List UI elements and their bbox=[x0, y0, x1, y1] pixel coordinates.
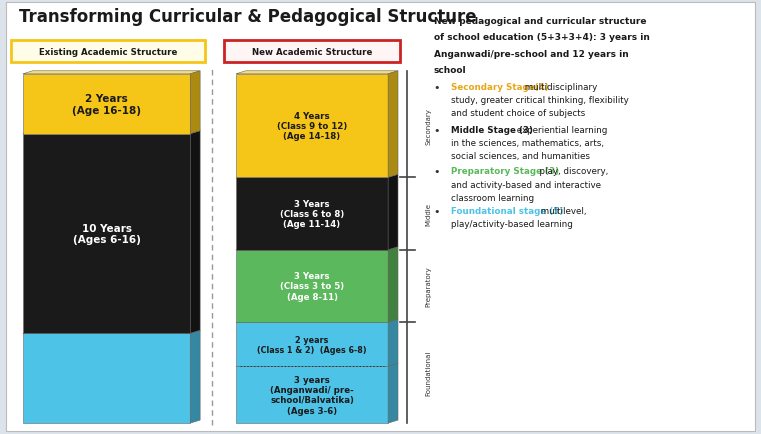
FancyBboxPatch shape bbox=[224, 41, 400, 63]
Polygon shape bbox=[23, 75, 190, 135]
Text: of school education (5+3+3+4): 3 years in: of school education (5+3+3+4): 3 years i… bbox=[434, 33, 650, 42]
Polygon shape bbox=[23, 331, 200, 334]
Text: Middle Stage (3): Middle Stage (3) bbox=[451, 126, 533, 135]
Text: Transforming Curricular & Pedagogical Structure: Transforming Curricular & Pedagogical St… bbox=[19, 8, 476, 26]
FancyBboxPatch shape bbox=[11, 41, 205, 63]
Text: school: school bbox=[434, 66, 466, 75]
Polygon shape bbox=[190, 331, 200, 423]
Text: multilevel,: multilevel, bbox=[537, 206, 586, 215]
Text: •: • bbox=[434, 82, 441, 92]
Polygon shape bbox=[236, 178, 388, 250]
Text: multidisciplinary: multidisciplinary bbox=[522, 82, 597, 92]
Polygon shape bbox=[236, 366, 388, 423]
Polygon shape bbox=[236, 322, 388, 366]
Text: 4 Years
(Class 9 to 12)
(Age 14-18): 4 Years (Class 9 to 12) (Age 14-18) bbox=[277, 112, 347, 141]
Polygon shape bbox=[190, 132, 200, 334]
Polygon shape bbox=[236, 175, 398, 178]
Text: Middle: Middle bbox=[425, 203, 431, 226]
Text: study, greater critical thinking, flexibility: study, greater critical thinking, flexib… bbox=[451, 95, 629, 105]
Text: 3 years
(Anganwadi/ pre-
school/Balvatika)
(Ages 3-6): 3 years (Anganwadi/ pre- school/Balvatik… bbox=[270, 375, 354, 415]
FancyBboxPatch shape bbox=[6, 3, 755, 431]
Polygon shape bbox=[388, 175, 398, 250]
Text: 3 Years
(Class 6 to 8)
(Age 11-14): 3 Years (Class 6 to 8) (Age 11-14) bbox=[280, 199, 344, 229]
Text: Secondary: Secondary bbox=[425, 108, 431, 145]
Text: social sciences, and humanities: social sciences, and humanities bbox=[451, 152, 590, 161]
Text: 2 years
(Class 1 & 2)  (Ages 6-8): 2 years (Class 1 & 2) (Ages 6-8) bbox=[257, 335, 367, 354]
Polygon shape bbox=[388, 247, 398, 322]
Text: Existing Academic Structure: Existing Academic Structure bbox=[39, 48, 177, 56]
Polygon shape bbox=[23, 334, 190, 423]
Text: experiential learning: experiential learning bbox=[514, 126, 607, 135]
Text: classroom learning: classroom learning bbox=[451, 193, 533, 202]
Polygon shape bbox=[236, 363, 398, 366]
Polygon shape bbox=[236, 247, 398, 250]
Polygon shape bbox=[236, 319, 398, 322]
Text: play/activity-based learning: play/activity-based learning bbox=[451, 219, 572, 228]
Text: Preparatory Stage (3): Preparatory Stage (3) bbox=[451, 167, 559, 176]
Polygon shape bbox=[190, 72, 200, 135]
Polygon shape bbox=[23, 135, 190, 334]
Text: New pedagogical and curricular structure: New pedagogical and curricular structure bbox=[434, 16, 646, 26]
Text: 3 Years
(Class 3 to 5)
(Age 8-11): 3 Years (Class 3 to 5) (Age 8-11) bbox=[280, 271, 344, 301]
Polygon shape bbox=[388, 72, 398, 178]
Polygon shape bbox=[236, 250, 388, 322]
Text: Preparatory: Preparatory bbox=[425, 266, 431, 307]
Text: Foundational stage (5): Foundational stage (5) bbox=[451, 206, 563, 215]
Text: 2 Years
(Age 16-18): 2 Years (Age 16-18) bbox=[72, 94, 141, 115]
Text: in the sciences, mathematics, arts,: in the sciences, mathematics, arts, bbox=[451, 139, 603, 148]
Text: •: • bbox=[434, 126, 441, 136]
Text: Foundational: Foundational bbox=[425, 350, 431, 395]
Polygon shape bbox=[236, 72, 398, 75]
Polygon shape bbox=[388, 363, 398, 423]
Text: •: • bbox=[434, 167, 441, 177]
Polygon shape bbox=[236, 75, 388, 178]
Text: Secondary Stage(4): Secondary Stage(4) bbox=[451, 82, 548, 92]
Polygon shape bbox=[388, 319, 398, 366]
Text: New Academic Structure: New Academic Structure bbox=[252, 48, 372, 56]
Text: and student choice of subjects: and student choice of subjects bbox=[451, 108, 584, 118]
Text: and activity-based and interactive: and activity-based and interactive bbox=[451, 180, 600, 189]
Text: Anganwadi/pre-school and 12 years in: Anganwadi/pre-school and 12 years in bbox=[434, 49, 629, 59]
Polygon shape bbox=[23, 132, 200, 135]
Text: play, discovery,: play, discovery, bbox=[533, 167, 608, 176]
Polygon shape bbox=[23, 72, 200, 75]
Text: 10 Years
(Ages 6-16): 10 Years (Ages 6-16) bbox=[72, 223, 141, 245]
Text: •: • bbox=[434, 206, 441, 216]
